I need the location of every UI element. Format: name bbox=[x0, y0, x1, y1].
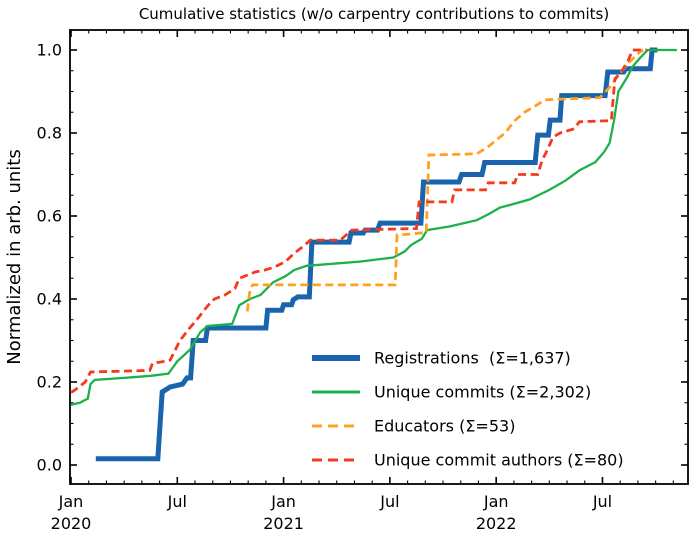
chart-title: Cumulative statistics (w/o carpentry con… bbox=[139, 5, 609, 23]
x-tick-label: Jul bbox=[167, 492, 187, 511]
series-line-unique-commits bbox=[70, 48, 677, 406]
y-tick-label: 0.0 bbox=[37, 456, 62, 475]
y-tick-label: 1.0 bbox=[37, 41, 62, 60]
x-tick-year-label: 2020 bbox=[51, 514, 92, 533]
series-line-unique-commit-authors bbox=[70, 48, 647, 394]
x-tick-label: Jan bbox=[58, 492, 84, 511]
y-tick-label: 0.8 bbox=[37, 124, 62, 143]
x-tick-label: Jul bbox=[379, 492, 399, 511]
axis-ticks bbox=[70, 30, 688, 484]
x-tick-label: Jul bbox=[592, 492, 612, 511]
legend-label-registrations: Registrations (Σ=1,637) bbox=[374, 349, 571, 368]
legend-label-unique-commits: Unique commits (Σ=2,302) bbox=[374, 383, 591, 402]
x-tick-year-label: 2022 bbox=[476, 514, 517, 533]
plot-area: Jan 2020 Jul Jan 2021 Jul Jan 2022 Jul 0.0 0.2 0.4 0… bbox=[37, 29, 689, 533]
legend-label-unique-commit-authors: Unique commit authors (Σ=80) bbox=[374, 451, 624, 470]
y-tick-label: 0.4 bbox=[37, 290, 62, 309]
legend-label-educators: Educators (Σ=53) bbox=[374, 417, 515, 436]
x-tick-label: Jan bbox=[270, 492, 296, 511]
x-tick-year-label: 2021 bbox=[263, 514, 304, 533]
y-axis-label: Normalized in arb. units bbox=[4, 149, 25, 364]
legend: Registrations (Σ=1,637) Unique commits (Σ… bbox=[312, 349, 624, 470]
y-tick-label: 0.2 bbox=[37, 373, 62, 392]
x-tick-label: Jan bbox=[483, 492, 509, 511]
y-tick-label: 0.6 bbox=[37, 207, 62, 226]
